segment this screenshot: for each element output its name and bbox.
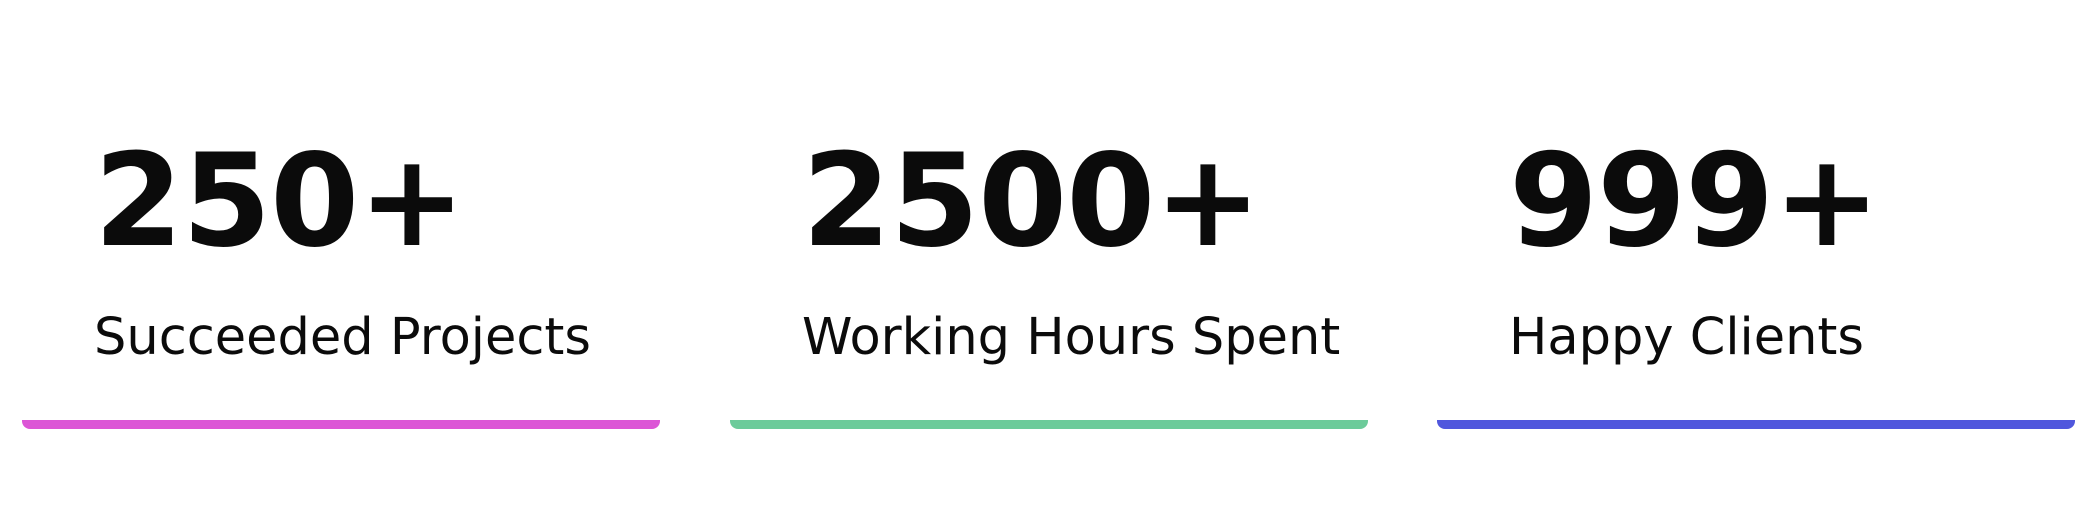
stat-value: 2500+: [802, 127, 1261, 276]
stat-card-hours: 2500+ Working Hours Spent: [730, 0, 1368, 430]
stat-card-projects: 250+ Succeeded Projects: [22, 0, 660, 430]
stat-label: Happy Clients: [1509, 308, 1864, 367]
accent-bar: [22, 420, 660, 429]
accent-bar: [730, 420, 1368, 429]
stat-value: 250+: [94, 127, 465, 276]
accent-bar: [1437, 420, 2075, 429]
stat-card-clients: 999+ Happy Clients: [1437, 0, 2075, 430]
stat-label: Working Hours Spent: [802, 308, 1341, 367]
stat-value: 999+: [1509, 127, 1880, 276]
stat-label: Succeeded Projects: [94, 308, 591, 367]
